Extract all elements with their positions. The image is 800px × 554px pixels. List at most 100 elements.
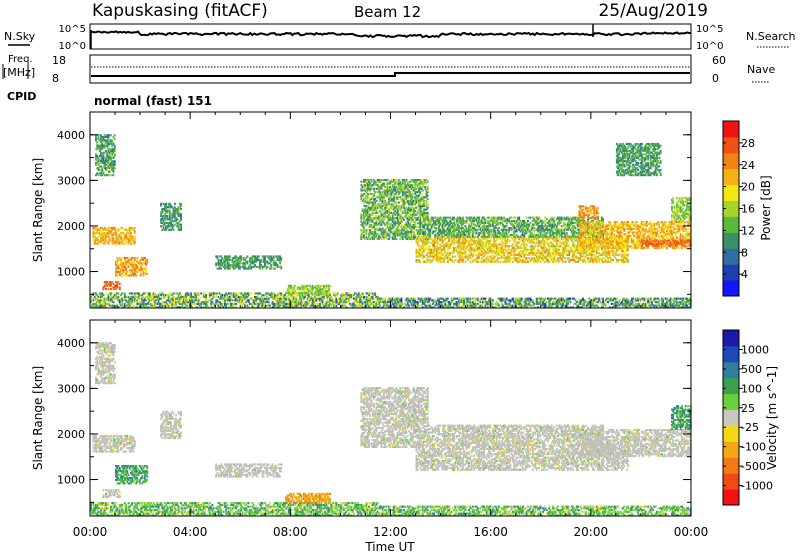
range-gate-cell (478, 248, 480, 251)
range-gate-cell (506, 259, 509, 262)
range-gate-cell (320, 293, 323, 296)
range-gate-cell (161, 218, 164, 221)
range-gate-cell (287, 293, 290, 296)
range-gate-cell (281, 301, 284, 304)
range-gate-cell (389, 211, 392, 214)
range-gate-cell (106, 297, 109, 300)
range-gate-cell (227, 267, 230, 270)
range-gate-cell (244, 264, 246, 267)
range-gate-cell (471, 260, 474, 263)
range-gate-cell (448, 257, 450, 260)
range-gate-cell (496, 302, 499, 305)
range-gate-cell (363, 231, 365, 234)
range-gate-cell (153, 297, 156, 300)
range-gate-cell (250, 267, 253, 270)
range-gate-cell (193, 294, 196, 297)
range-gate-cell (375, 205, 378, 208)
range-gate-cell (429, 306, 432, 309)
range-gate-cell (175, 218, 177, 221)
range-gate-cell (205, 297, 208, 300)
range-gate-cell (250, 262, 253, 265)
range-gate-cell (259, 306, 261, 309)
range-gate-cell (533, 306, 536, 309)
range-gate-cell (363, 234, 365, 237)
range-gate-cell (266, 301, 269, 304)
range-gate-cell (224, 258, 226, 261)
range-gate-cell (150, 295, 152, 298)
range-gate-cell (120, 272, 122, 275)
range-gate-cell (120, 304, 122, 307)
range-gate-cell (373, 217, 375, 220)
range-gate-cell (98, 144, 101, 147)
range-gate-cell (271, 295, 274, 298)
range-gate-cell (162, 202, 165, 205)
range-gate-cell (388, 218, 390, 221)
range-gate-cell (400, 236, 403, 239)
range-gate-cell (384, 231, 387, 234)
range-gate-cell (479, 252, 482, 255)
range-gate-cell (297, 302, 300, 305)
range-gate-cell (578, 301, 581, 304)
range-gate-cell (95, 136, 97, 139)
range-gate-cell (390, 180, 393, 183)
range-gate-cell (396, 179, 399, 182)
range-gate-cell (461, 304, 464, 307)
range-gate-cell (295, 304, 298, 307)
range-gate-cell (390, 231, 393, 234)
range-gate-cell (93, 295, 96, 298)
range-gate-cell (416, 198, 419, 201)
range-gate-cell (438, 255, 440, 258)
range-gate-cell (669, 302, 672, 305)
range-gate-cell (373, 194, 375, 197)
range-gate-cell (393, 187, 395, 190)
range-gate-cell (490, 248, 493, 251)
range-gate-cell (411, 297, 414, 300)
range-gate-cell (205, 299, 208, 302)
range-gate-cell (165, 209, 167, 212)
range-gate-cell (429, 302, 432, 305)
range-gate-cell (433, 306, 435, 309)
range-gate-cell (180, 213, 182, 216)
range-gate-cell (369, 304, 372, 307)
range-gate-cell (98, 294, 101, 297)
range-gate-cell (579, 306, 582, 309)
range-gate-cell (320, 284, 323, 287)
range-gate-cell (687, 306, 690, 309)
range-gate-cell (256, 258, 259, 261)
range-gate-cell (178, 213, 181, 216)
range-gate-cell (435, 253, 438, 256)
range-gate-cell (167, 302, 170, 305)
range-gate-cell (111, 162, 114, 165)
range-gate-cell (133, 232, 136, 235)
range-gate-cell (101, 160, 104, 163)
range-gate-cell (423, 232, 425, 235)
range-gate-cell (406, 231, 409, 234)
range-gate-cell (111, 165, 114, 168)
range-gate-cell (127, 306, 130, 309)
range-gate-cell (116, 282, 119, 285)
range-gate-cell (627, 301, 629, 304)
range-gate-cell (230, 292, 233, 295)
range-gate-cell (411, 185, 414, 188)
range-gate-cell (181, 306, 184, 309)
range-gate-cell (396, 213, 399, 216)
range-gate-cell (592, 301, 594, 304)
range-gate-cell (145, 302, 147, 305)
range-gate-cell (384, 185, 387, 188)
range-gate-cell (483, 259, 486, 262)
range-gate-cell (167, 304, 170, 307)
range-gate-cell (369, 187, 372, 190)
range-gate-cell (494, 302, 497, 305)
range-gate-cell (393, 304, 395, 307)
range-gate-cell (120, 235, 122, 238)
range-gate-cell (506, 238, 509, 241)
range-gate-cell (414, 187, 417, 190)
range-gate-cell (97, 240, 100, 243)
range-gate-cell (448, 243, 450, 246)
range-gate-cell (404, 225, 407, 228)
range-gate-cell (430, 238, 433, 241)
range-gate-cell (518, 302, 521, 305)
range-gate-cell (449, 253, 452, 256)
range-gate-cell (363, 192, 365, 195)
range-gate-cell (537, 301, 539, 304)
